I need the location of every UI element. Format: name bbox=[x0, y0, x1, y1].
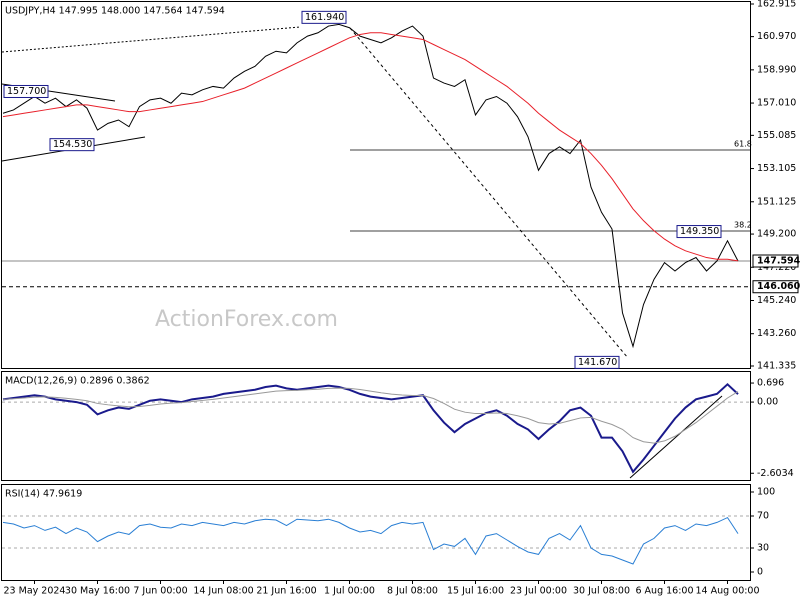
rsi-panel bbox=[1, 484, 751, 581]
y-tick-label: 0.00 bbox=[757, 397, 778, 408]
x-tick-label: 1 Jul 00:00 bbox=[324, 586, 375, 597]
annotation-box bbox=[3, 84, 49, 98]
y-tick-label: 160.970 bbox=[757, 31, 796, 42]
y-tick-label: 30 bbox=[757, 543, 769, 554]
annotation-box bbox=[301, 10, 347, 24]
x-tick-label: 30 Jul 08:00 bbox=[573, 586, 630, 597]
watermark: ActionForex.com bbox=[155, 307, 338, 332]
y-tick-label: 143.260 bbox=[757, 328, 796, 339]
y-tick-label: 157.010 bbox=[757, 98, 796, 109]
fib-label: 61.8 bbox=[734, 140, 752, 149]
fib-label: 38.2 bbox=[734, 221, 752, 230]
y-tick-label: 0 bbox=[757, 567, 763, 578]
y-tick-label: 141.335 bbox=[757, 361, 796, 372]
rsi-title: RSI(14) 47.9619 bbox=[5, 489, 82, 500]
x-tick-label: 15 Jul 16:00 bbox=[447, 586, 504, 597]
y-tick-label: 158.990 bbox=[757, 64, 796, 75]
annotation-box bbox=[676, 225, 722, 239]
macd-trend-line bbox=[629, 395, 723, 479]
trend-line bbox=[1, 26, 301, 53]
annotation-label: 141.670 bbox=[578, 357, 617, 368]
x-tick-label: 6 Aug 16:00 bbox=[635, 586, 693, 597]
x-tick-label: 21 Jun 16:00 bbox=[256, 586, 316, 597]
x-tick-label: 14 Jun 08:00 bbox=[193, 586, 253, 597]
y-tick-label: -2.6034 bbox=[757, 468, 794, 479]
x-tick-label: 23 Jul 00:00 bbox=[510, 586, 567, 597]
level-label: 146.060 bbox=[757, 281, 800, 292]
annotation-label: 149.350 bbox=[680, 226, 719, 237]
signal-line bbox=[2, 387, 739, 444]
macd-line bbox=[2, 382, 739, 474]
moving-average-line bbox=[2, 32, 739, 262]
x-tick-label: 14 Aug 00:00 bbox=[695, 586, 759, 597]
y-tick-label: 162.915 bbox=[757, 0, 796, 10]
x-tick-label: 8 Jul 08:00 bbox=[387, 586, 438, 597]
y-tick-label: 151.125 bbox=[757, 196, 796, 207]
y-tick-label: 100 bbox=[757, 487, 775, 498]
x-tick-label: 30 May 16:00 bbox=[65, 586, 130, 597]
annotation-label: 161.940 bbox=[305, 12, 344, 23]
annotation-label: 157.700 bbox=[7, 86, 46, 97]
y-tick-label: 145.240 bbox=[757, 295, 796, 306]
y-tick-label: 0.696 bbox=[757, 378, 784, 389]
y-tick-label: 149.200 bbox=[757, 229, 796, 240]
x-tick-label: 23 May 2024 bbox=[4, 586, 66, 597]
level-label: 147.594 bbox=[757, 256, 800, 267]
x-tick-label: 7 Jun 00:00 bbox=[133, 586, 187, 597]
price-line bbox=[2, 23, 739, 349]
y-tick-label: 153.105 bbox=[757, 163, 796, 174]
macd-title: MACD(12,26,9) 0.2896 0.3862 bbox=[5, 376, 150, 387]
y-tick-label: 155.085 bbox=[757, 130, 796, 141]
level-box bbox=[752, 280, 799, 294]
chart-title: USDJPY,H4 147.995 148.000 147.564 147.59… bbox=[5, 6, 225, 17]
price-panel bbox=[1, 1, 751, 369]
y-tick-label: 70 bbox=[757, 511, 769, 522]
macd-panel bbox=[1, 371, 751, 481]
rsi-line bbox=[2, 516, 739, 565]
annotation-label: 154.530 bbox=[53, 139, 92, 150]
annotation-box bbox=[49, 138, 95, 152]
annotation-box bbox=[574, 355, 620, 369]
level-box bbox=[752, 254, 799, 268]
